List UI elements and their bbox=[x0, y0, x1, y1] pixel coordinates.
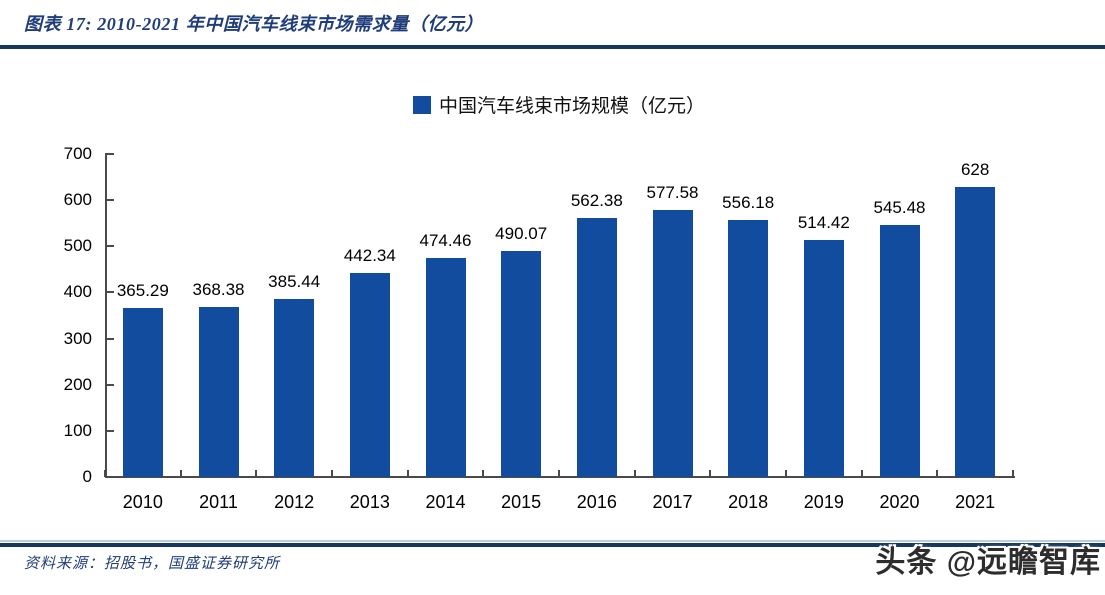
y-axis-label: 400 bbox=[63, 282, 92, 302]
y-axis-line bbox=[105, 154, 107, 478]
y-tick bbox=[105, 476, 114, 478]
x-axis-label: 2010 bbox=[122, 492, 163, 512]
x-axis-label: 2012 bbox=[274, 492, 315, 512]
x-axis-line bbox=[105, 476, 1015, 478]
bar bbox=[879, 225, 920, 477]
bar-value-label: 442.34 bbox=[343, 245, 396, 265]
bar-value-label: 545.48 bbox=[873, 198, 926, 218]
bar bbox=[122, 308, 163, 477]
bar bbox=[652, 210, 693, 477]
bar-value-label: 577.58 bbox=[646, 183, 699, 203]
y-axis-label: 700 bbox=[63, 144, 92, 163]
legend-swatch-icon bbox=[412, 95, 431, 114]
x-axis-label: 2011 bbox=[199, 492, 238, 512]
bottom-divider bbox=[0, 543, 1105, 547]
x-axis-label: 2017 bbox=[652, 492, 693, 512]
bar bbox=[274, 299, 315, 477]
x-tick bbox=[255, 470, 258, 477]
x-tick bbox=[558, 470, 560, 477]
x-axis-label: 2015 bbox=[501, 492, 542, 512]
x-tick bbox=[860, 470, 863, 477]
y-tick bbox=[105, 291, 114, 294]
x-axis-label: 2014 bbox=[425, 492, 466, 512]
bar-value-label: 368.38 bbox=[192, 280, 245, 300]
source-note: 资料来源：招股书，国盛证券研究所 bbox=[24, 556, 281, 572]
bar bbox=[425, 258, 466, 477]
y-axis-label: 200 bbox=[63, 374, 92, 394]
x-tick bbox=[331, 470, 333, 477]
y-tick bbox=[105, 337, 114, 340]
bar-value-label: 474.46 bbox=[419, 231, 472, 251]
x-tick bbox=[936, 470, 939, 477]
bar-value-label: 556.18 bbox=[722, 193, 775, 213]
y-tick bbox=[105, 199, 114, 202]
bar bbox=[576, 217, 617, 477]
y-axis-label: 100 bbox=[63, 420, 92, 440]
figure-title: 图表 17: 2010-2021 年中国汽车线束市场需求量（亿元） bbox=[24, 14, 484, 34]
bar-value-label: 514.42 bbox=[797, 212, 850, 232]
y-tick bbox=[105, 429, 114, 432]
y-axis-label: 600 bbox=[63, 190, 92, 210]
bar-value-label: 562.38 bbox=[570, 190, 623, 210]
bar bbox=[198, 307, 239, 477]
x-tick bbox=[179, 470, 182, 477]
bottom-divider-light bbox=[0, 540, 1105, 542]
y-axis-label: 300 bbox=[63, 328, 92, 348]
x-axis-label: 2021 bbox=[955, 492, 996, 512]
bar bbox=[501, 250, 542, 477]
bar bbox=[728, 220, 769, 477]
x-tick bbox=[1012, 470, 1014, 477]
bar bbox=[803, 239, 844, 477]
x-tick bbox=[104, 470, 106, 477]
x-axis-label: 2020 bbox=[879, 492, 920, 512]
x-tick bbox=[633, 470, 636, 477]
x-tick bbox=[709, 470, 712, 477]
bar bbox=[955, 187, 996, 477]
y-axis-label: 500 bbox=[63, 236, 92, 256]
x-tick bbox=[785, 470, 787, 477]
bar-value-label: 365.29 bbox=[116, 281, 169, 301]
bar-value-label: 490.07 bbox=[495, 223, 548, 243]
y-axis-label: 0 bbox=[82, 467, 92, 486]
bar-value-label: 628 bbox=[960, 160, 990, 180]
top-divider bbox=[0, 45, 1105, 49]
x-axis-label: 2019 bbox=[803, 492, 844, 512]
bar bbox=[349, 272, 390, 477]
y-tick bbox=[105, 153, 114, 155]
legend-label: 中国汽车线束市场规模（亿元） bbox=[438, 96, 705, 117]
x-axis-label: 2013 bbox=[349, 492, 390, 512]
x-tick bbox=[482, 470, 485, 477]
x-axis-label: 2018 bbox=[728, 492, 769, 512]
chart-legend: 中国汽车线束市场规模（亿元） bbox=[105, 91, 1013, 118]
watermark: 头条 @远瞻智库 bbox=[875, 546, 1101, 579]
y-tick bbox=[105, 245, 114, 248]
y-tick bbox=[105, 383, 114, 386]
x-axis-label: 2016 bbox=[576, 492, 617, 512]
bar-value-label: 385.44 bbox=[268, 272, 321, 292]
x-tick bbox=[406, 470, 409, 477]
